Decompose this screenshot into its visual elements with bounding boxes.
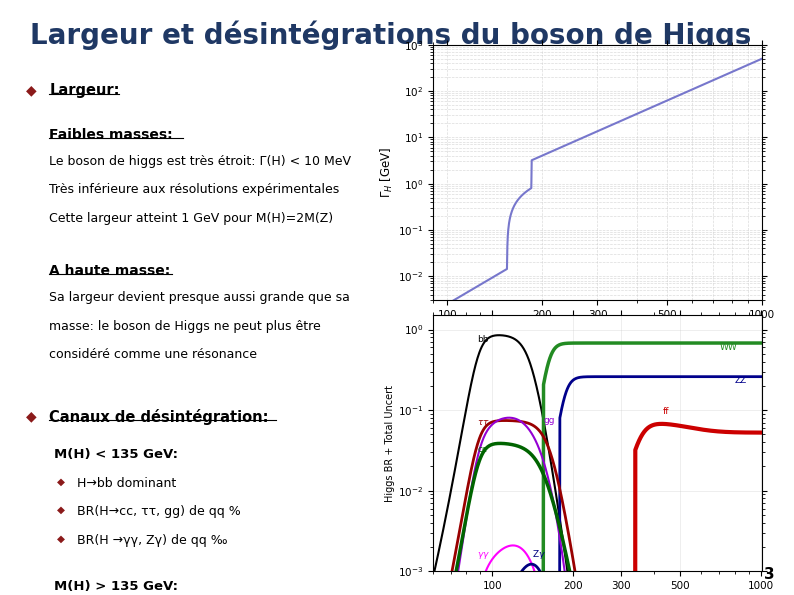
Text: ◆: ◆	[57, 477, 65, 487]
Text: gg: gg	[544, 415, 555, 425]
Text: Z$\gamma$: Z$\gamma$	[532, 548, 545, 561]
Text: Le boson de higgs est très étroit: Γ(H) < 10 MeV: Le boson de higgs est très étroit: Γ(H) …	[49, 155, 351, 168]
X-axis label: $M_H$ [GeV]: $M_H$ [GeV]	[570, 325, 625, 342]
Text: Largeur:: Largeur:	[49, 83, 120, 98]
Y-axis label: $\Gamma_H$ [GeV]: $\Gamma_H$ [GeV]	[379, 147, 395, 198]
Text: Canaux de désintégration:: Canaux de désintégration:	[49, 409, 268, 425]
Text: Très inférieure aux résolutions expérimentales: Très inférieure aux résolutions expérime…	[49, 183, 340, 196]
Text: ◆: ◆	[57, 534, 65, 544]
Text: ◆: ◆	[57, 505, 65, 515]
Text: H→bb dominant: H→bb dominant	[77, 477, 176, 490]
Text: Largeur et désintégrations du boson de Higgs: Largeur et désintégrations du boson de H…	[30, 21, 752, 51]
Text: cc: cc	[477, 445, 488, 454]
Text: M(H) < 135 GeV:: M(H) < 135 GeV:	[54, 448, 178, 461]
Text: ZZ: ZZ	[735, 375, 747, 384]
Text: ◆: ◆	[26, 409, 37, 424]
Text: ff: ff	[662, 407, 669, 416]
Text: $\gamma\gamma$: $\gamma\gamma$	[477, 550, 491, 561]
Text: BR(H →γγ, Zγ) de qq ‰: BR(H →γγ, Zγ) de qq ‰	[77, 534, 228, 547]
Text: WW: WW	[719, 343, 737, 352]
Y-axis label: Higgs BR + Total Uncert: Higgs BR + Total Uncert	[385, 385, 395, 502]
Text: A haute masse:: A haute masse:	[49, 264, 171, 278]
Text: Cette largeur atteint 1 GeV pour M(H)=2M(Z): Cette largeur atteint 1 GeV pour M(H)=2M…	[49, 212, 333, 225]
Text: Sa largeur devient presque aussi grande que sa: Sa largeur devient presque aussi grande …	[49, 291, 350, 304]
Text: considéré comme une résonance: considéré comme une résonance	[49, 348, 257, 361]
Text: bb: bb	[477, 335, 489, 344]
Text: BR(H→cc, ττ, gg) de qq %: BR(H→cc, ττ, gg) de qq %	[77, 505, 241, 518]
Text: ◆: ◆	[26, 83, 37, 98]
Text: 3: 3	[764, 567, 774, 582]
Text: M(H) > 135 GeV:: M(H) > 135 GeV:	[54, 580, 178, 593]
Text: $\tau\tau$: $\tau\tau$	[477, 418, 491, 427]
Text: Faibles masses:: Faibles masses:	[49, 128, 173, 142]
Text: masse: le boson de Higgs ne peut plus être: masse: le boson de Higgs ne peut plus êt…	[49, 320, 321, 333]
